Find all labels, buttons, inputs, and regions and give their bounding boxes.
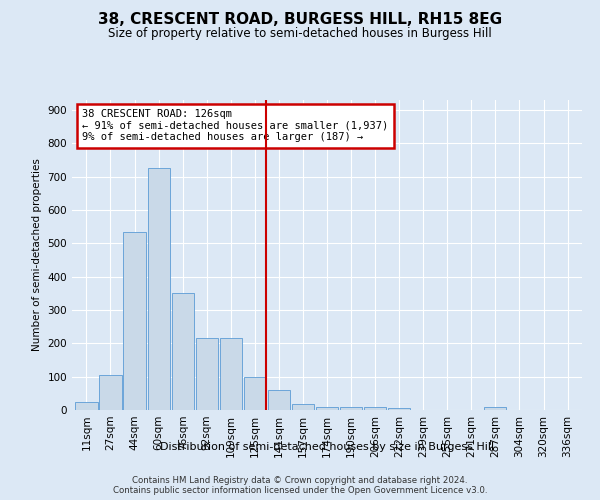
- Bar: [220, 338, 242, 410]
- Text: 38 CRESCENT ROAD: 126sqm
← 91% of semi-detached houses are smaller (1,937)
9% of: 38 CRESCENT ROAD: 126sqm ← 91% of semi-d…: [82, 110, 388, 142]
- Bar: [124, 232, 146, 410]
- Bar: [172, 294, 194, 410]
- Y-axis label: Number of semi-detached properties: Number of semi-detached properties: [32, 158, 42, 352]
- Bar: [484, 408, 506, 410]
- Text: Distribution of semi-detached houses by size in Burgess Hill: Distribution of semi-detached houses by …: [160, 442, 494, 452]
- Bar: [364, 406, 386, 410]
- Text: Contains HM Land Registry data © Crown copyright and database right 2024.
Contai: Contains HM Land Registry data © Crown c…: [113, 476, 487, 495]
- Bar: [268, 390, 290, 410]
- Text: Size of property relative to semi-detached houses in Burgess Hill: Size of property relative to semi-detach…: [108, 28, 492, 40]
- Bar: [196, 338, 218, 410]
- Bar: [148, 168, 170, 410]
- Bar: [76, 402, 98, 410]
- Bar: [316, 406, 338, 410]
- Text: 38, CRESCENT ROAD, BURGESS HILL, RH15 8EG: 38, CRESCENT ROAD, BURGESS HILL, RH15 8E…: [98, 12, 502, 28]
- Bar: [244, 376, 266, 410]
- Bar: [100, 375, 122, 410]
- Bar: [340, 406, 362, 410]
- Bar: [292, 404, 314, 410]
- Bar: [388, 408, 410, 410]
